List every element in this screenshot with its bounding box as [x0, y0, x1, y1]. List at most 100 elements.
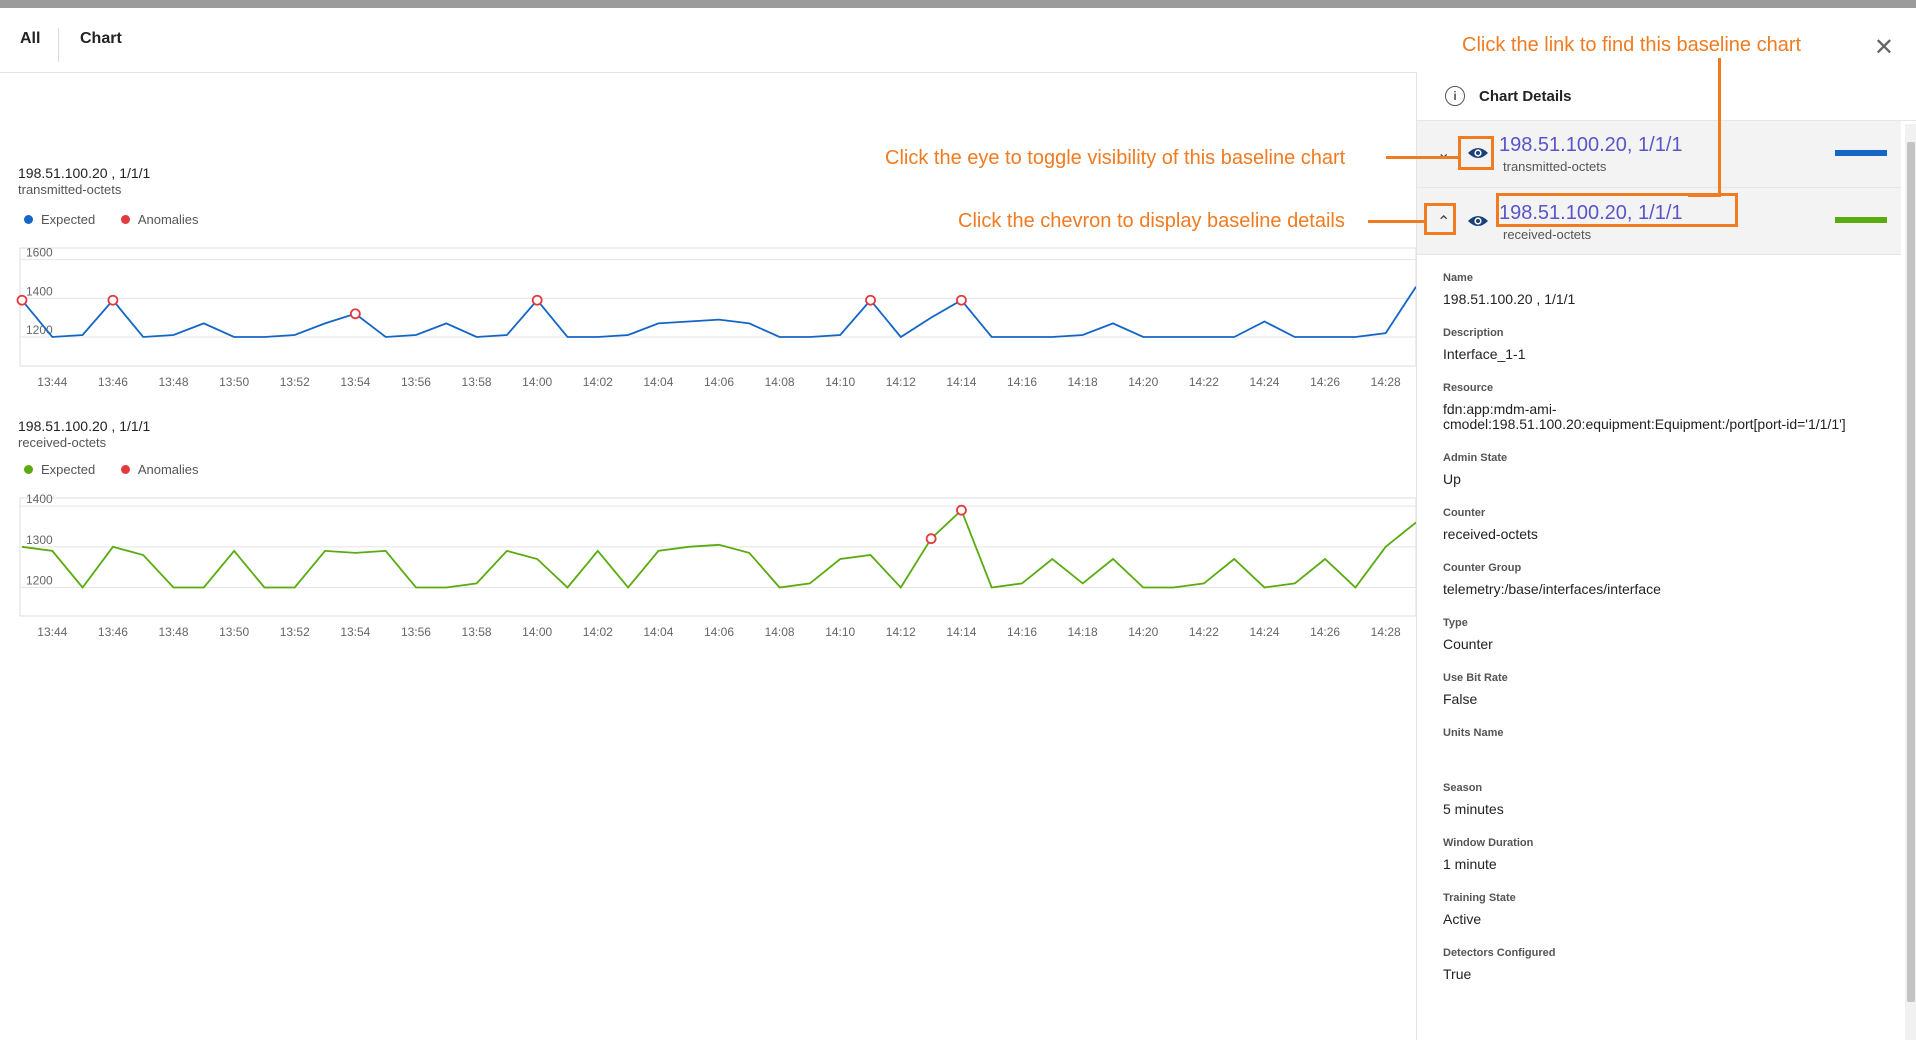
legend-label: Anomalies [137, 462, 199, 477]
legend-dot-icon [24, 215, 33, 225]
x-tick-label: 14:28 [1371, 625, 1401, 639]
x-tick-label: 14:00 [522, 625, 552, 639]
anomaly-point [107, 294, 119, 306]
anomaly-point [925, 533, 937, 545]
annotation-eye-note: Click the eye to toggle visibility of th… [885, 147, 1346, 169]
x-tick-label: 14:02 [583, 375, 613, 389]
detail-value: 5 minutes [1443, 801, 1504, 817]
x-tick-label: 13:56 [401, 625, 431, 639]
close-icon[interactable]: ✕ [1873, 34, 1894, 61]
x-tick-label: 14:08 [765, 625, 795, 639]
series-row-transmitted: ⌄ 198.51.100.20, 1/1/1 transmitted-octet… [1417, 121, 1901, 188]
detail-value: 198.51.100.20 , 1/1/1 [1443, 291, 1576, 307]
x-tick-label: 13:44 [37, 625, 67, 639]
chart-legend: Expected Anomalies [24, 212, 221, 227]
panel-scrollbar[interactable] [1905, 124, 1916, 1040]
x-tick-label: 13:46 [98, 625, 128, 639]
detail-value: 1 minute [1443, 856, 1497, 872]
x-tick-label: 13:54 [340, 375, 370, 389]
x-tick-label: 14:20 [1128, 375, 1158, 389]
anomaly-point [349, 308, 361, 320]
x-tick-label: 14:28 [1371, 375, 1401, 389]
y-tick-label: 1300 [26, 533, 53, 547]
eye-icon[interactable] [1467, 145, 1489, 161]
tab-bar: All Chart ✕ [0, 8, 1916, 73]
x-tick-label: 14:04 [643, 375, 673, 389]
panel-header: i Chart Details [1417, 72, 1916, 121]
legend-item-expected[interactable]: Expected [24, 462, 95, 477]
annotation-line [1368, 220, 1424, 223]
annotation-link-note: Click the link to find this baseline cha… [1462, 34, 1802, 56]
x-tick-label: 14:10 [825, 625, 855, 639]
annotation-line [1718, 58, 1721, 196]
detail-value [1443, 747, 1883, 762]
detail-value: Counter [1443, 636, 1493, 652]
x-tick-label: 13:50 [219, 375, 249, 389]
tab-all[interactable]: All [20, 30, 41, 47]
x-tick-label: 14:04 [643, 625, 673, 639]
detail-value: Active [1443, 911, 1482, 927]
x-tick-label: 13:50 [219, 625, 249, 639]
detail-value: True [1443, 966, 1472, 982]
x-tick-label: 14:26 [1310, 375, 1340, 389]
detail-label: Description [1443, 327, 1504, 339]
series-color-swatch [1835, 150, 1887, 156]
detail-value: Interface_1-1 [1443, 346, 1526, 362]
x-tick-label: 14:14 [946, 625, 976, 639]
series-line-expected [21, 508, 1417, 589]
x-tick-label: 13:52 [280, 375, 310, 389]
x-tick-label: 14:18 [1068, 375, 1098, 389]
window-top-strip [0, 0, 1916, 8]
legend-item-anomalies[interactable]: Anomalies [120, 212, 199, 227]
x-tick-label: 13:46 [98, 375, 128, 389]
detail-label: Admin State [1443, 452, 1508, 464]
legend-dot-icon [120, 215, 130, 225]
x-tick-label: 14:22 [1189, 625, 1219, 639]
detail-value: fdn:app:mdm-ami-cmodel:198.51.100.20:equ… [1443, 401, 1846, 432]
x-tick-label: 14:06 [704, 375, 734, 389]
series-counter: received-octets [1503, 227, 1592, 242]
x-tick-label: 13:58 [462, 625, 492, 639]
y-tick-label: 1600 [26, 246, 53, 260]
legend-item-expected[interactable]: Expected [24, 212, 95, 227]
chart-plot-transmitted: 1200 1400 1600 13:44 13:46 13:48 13:50 13:52 13:… [16, 246, 1417, 389]
series-counter: transmitted-octets [1503, 159, 1607, 174]
x-tick-label: 14:06 [704, 625, 734, 639]
legend-item-anomalies[interactable]: Anomalies [120, 462, 199, 477]
detail-label: Use Bit Rate [1443, 672, 1508, 684]
anomaly-point [956, 294, 967, 306]
chart-title: 198.51.100.20 , 1/1/1 [18, 165, 151, 181]
chevron-up-icon[interactable]: ⌃ [1437, 214, 1451, 231]
x-tick-label: 14:18 [1068, 625, 1098, 639]
x-tick-label: 14:12 [886, 375, 916, 389]
detail-value: telemetry:/base/interfaces/interface [1443, 581, 1661, 597]
x-tick-label: 13:48 [159, 375, 189, 389]
x-tick-label: 14:10 [825, 375, 855, 389]
legend-dot-icon [120, 465, 130, 475]
tab-chart[interactable]: Chart [80, 30, 122, 47]
baseline-details: Name 198.51.100.20 , 1/1/1 Description Inte… [1443, 272, 1883, 982]
chart-header-transmitted: 198.51.100.20 , 1/1/1 transmitted-octets [18, 165, 1418, 197]
series-link[interactable]: 198.51.100.20, 1/1/1 [1499, 134, 1683, 156]
eye-icon[interactable] [1467, 213, 1489, 229]
x-tick-label: 14:12 [886, 625, 916, 639]
x-tick-label: 14:26 [1310, 625, 1340, 639]
y-tick-label: 1200 [26, 323, 53, 337]
series-link[interactable]: 198.51.100.20, 1/1/1 [1499, 202, 1683, 224]
plot-frame [19, 247, 1417, 367]
annotation-highlight-chevron [1424, 203, 1456, 235]
scrollbar-thumb[interactable] [1907, 142, 1915, 1002]
annotation-chevron-note: Click the chevron to display baseline de… [958, 210, 1345, 232]
legend-label: Expected [41, 212, 96, 227]
detail-label: Counter [1443, 507, 1486, 519]
detail-label: Detectors Configured [1443, 947, 1556, 959]
x-tick-label: 14:16 [1007, 375, 1037, 389]
chevron-down-icon[interactable]: ⌄ [1437, 145, 1451, 162]
legend-dot-icon [24, 465, 33, 475]
annotation-highlight-link [1496, 193, 1738, 227]
x-tick-label: 13:54 [340, 625, 370, 639]
detail-value: Up [1443, 471, 1461, 487]
detail-label: Training State [1443, 892, 1516, 904]
x-tick-label: 14:20 [1128, 625, 1158, 639]
series-line-expected [21, 286, 1417, 339]
